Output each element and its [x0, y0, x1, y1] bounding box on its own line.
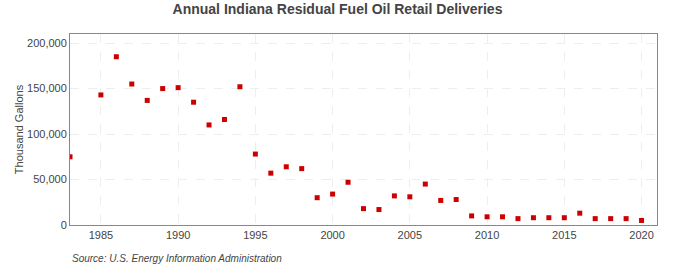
svg-text:100,000: 100,000: [27, 128, 67, 140]
svg-text:2000: 2000: [320, 229, 344, 241]
svg-text:2010: 2010: [475, 229, 499, 241]
svg-text:200,000: 200,000: [27, 37, 67, 49]
svg-text:Annual Indiana Residual Fuel O: Annual Indiana Residual Fuel Oil Retail …: [173, 1, 503, 17]
svg-text:2005: 2005: [398, 229, 422, 241]
svg-text:0: 0: [61, 219, 67, 231]
svg-text:1985: 1985: [89, 229, 113, 241]
svg-text:150,000: 150,000: [27, 82, 67, 94]
svg-text:50,000: 50,000: [33, 173, 67, 185]
svg-text:1995: 1995: [243, 229, 267, 241]
svg-text:Source: U.S. Energy Informatio: Source: U.S. Energy Information Administ…: [72, 253, 282, 264]
svg-text:1990: 1990: [166, 229, 190, 241]
svg-text:2020: 2020: [629, 229, 653, 241]
svg-text:2015: 2015: [552, 229, 576, 241]
svg-text:Thousand Gallons: Thousand Gallons: [13, 84, 25, 174]
